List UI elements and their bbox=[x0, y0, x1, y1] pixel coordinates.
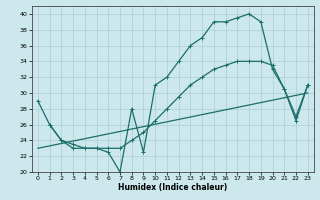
X-axis label: Humidex (Indice chaleur): Humidex (Indice chaleur) bbox=[118, 183, 228, 192]
